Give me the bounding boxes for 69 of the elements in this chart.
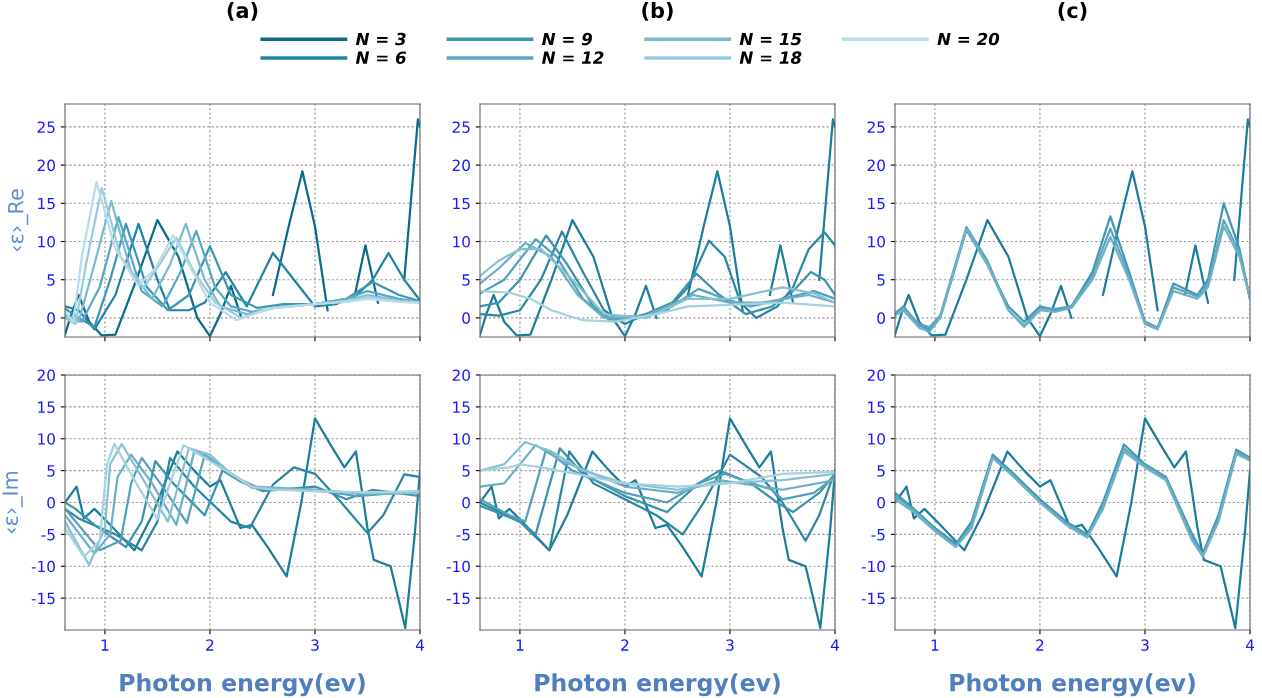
x-axis-title: Photon energy(ev) [535,673,780,697]
y-tick-label: -10 [31,560,55,573]
y-tick-label: 10 [453,235,470,248]
y-tick-label: 10 [868,433,885,445]
y-tick-label: 0 [462,312,470,324]
y-tick-label: -10 [861,560,885,573]
legend-label: N = 20 [937,32,1000,46]
y-tick-label: 15 [453,401,470,413]
x-tick-label: 4 [415,639,424,651]
chart-title: (b) [642,2,673,21]
y-tick-label: 20 [452,159,470,172]
legend-label: N = 3 [355,32,406,46]
y-tick-label: 5 [462,465,470,477]
y-tick-label: 10 [453,433,470,445]
x-tick-label: 3 [726,639,734,651]
chart-title: (a) [227,2,258,21]
y-tick-label: -15 [31,592,55,605]
y-tick-label: 5 [462,274,470,286]
x-axis-title: Photon energy(ev) [950,673,1195,697]
x-tick-label: 1 [101,639,109,651]
legend-label: N = 12 [542,51,604,64]
x-tick-label: 1 [931,639,939,651]
y-tick-label: 15 [868,401,885,413]
legend-label: N = 9 [542,32,593,46]
y-tick-label: 0 [47,312,55,324]
y-tick-label: 15 [38,401,55,413]
y-tick-label: 0 [47,496,55,509]
y-tick-label: 20 [452,369,470,382]
x-axis-title: Photon energy(ev) [120,673,365,697]
legend-label: N = 18 [739,51,802,64]
y-tick-label: -5 [456,529,470,541]
y-tick-label: 0 [877,312,885,324]
x-tick-label: 2 [206,639,214,651]
y-tick-label: 25 [37,121,55,133]
y-tick-label: 25 [452,121,470,133]
y-tick-label: 20 [37,369,55,382]
y-tick-label: -15 [861,592,885,605]
y-tick-label: 20 [867,159,885,172]
x-tick-label: 2 [621,639,629,651]
y-tick-label: 20 [37,159,55,172]
x-tick-label: 3 [1141,639,1149,651]
y-tick-label: 20 [867,369,885,382]
y-tick-label: -10 [446,560,470,573]
y-tick-label: -5 [41,529,55,541]
legend-label: N = 15 [739,32,802,46]
y-tick-label: 5 [877,274,885,286]
y-tick-label: 15 [38,197,55,210]
y-axis-title: ‹ε›_Im [2,471,23,534]
y-tick-label: 15 [868,197,885,210]
x-tick-label: 3 [311,639,319,651]
y-tick-label: 5 [877,465,885,477]
y-tick-label: 10 [38,433,55,445]
x-tick-label: 4 [830,639,839,651]
y-tick-label: 10 [868,235,885,248]
y-tick-label: -15 [446,592,470,605]
y-tick-label: 0 [877,496,885,509]
y-tick-label: 15 [453,197,470,210]
chart-title: (c) [1058,2,1087,21]
y-tick-label: -5 [871,529,885,541]
x-tick-label: 2 [1036,639,1044,651]
x-tick-label: 4 [1245,639,1254,651]
y-tick-label: 0 [462,496,470,509]
y-tick-label: 5 [47,465,55,477]
y-tick-label: 5 [47,274,55,286]
y-tick-label: 10 [38,235,55,248]
legend-label: N = 6 [355,51,407,64]
x-tick-label: 1 [516,639,524,651]
y-axis-title: ‹ε›_Re [8,189,29,252]
y-tick-label: 25 [867,121,885,133]
